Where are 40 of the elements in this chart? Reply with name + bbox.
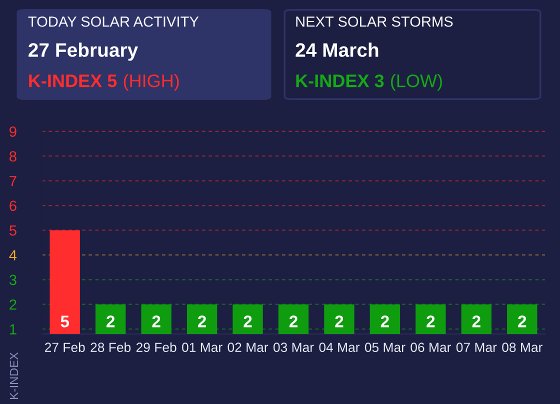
data-label: 2 (380, 316, 389, 328)
data-label: 2 (426, 316, 435, 328)
text: (LOW) (391, 74, 442, 91)
data-label: 2 (106, 316, 115, 328)
data-label: 2 (244, 316, 252, 328)
y-tick-label: 3 (9, 274, 16, 286)
y-tick-label: 4 (9, 250, 17, 260)
x-tick-label: 06 Mar (410, 342, 451, 352)
data-label: 2 (198, 316, 206, 328)
x-tick-label: 27 Feb (44, 342, 85, 352)
y-tick-label: 5 (9, 225, 16, 236)
x-tick-label: 29 Feb (136, 342, 176, 352)
x-tick-label: 04 Mar (319, 342, 360, 352)
y-tick-label: 2 (10, 299, 16, 310)
text: 27 February (28, 42, 138, 61)
y-tick-label: 6 (10, 200, 16, 211)
x-tick-label: 01 Mar (182, 342, 222, 352)
y-axis-title: K-INDEX (10, 352, 18, 400)
data-label: 2 (472, 316, 480, 328)
x-tick-label: 08 Mar (502, 342, 542, 352)
y-tick-label: 1 (10, 324, 16, 334)
x-tick-label: 07 Mar (456, 342, 497, 352)
x-tick-label: 05 Mar (364, 342, 406, 352)
x-tick-label: 02 Mar (228, 342, 268, 352)
y-tick-label: 7 (10, 176, 16, 186)
text: K-INDEX 5 (29, 74, 117, 88)
y-tick-label: 8 (10, 151, 16, 162)
x-tick-label: 28 Feb (90, 342, 131, 352)
y-tick-label: 9 (10, 126, 16, 137)
data-label: 5 (60, 316, 70, 328)
text: NEXT SOLAR STORMS (296, 16, 453, 27)
text: K-INDEX 3 (296, 74, 384, 88)
data-label: 2 (518, 316, 526, 328)
data-label: 2 (152, 316, 160, 328)
data-label: 2 (335, 316, 344, 328)
x-tick-label: 03 Mar (273, 342, 314, 352)
text: 24 March (296, 42, 378, 57)
text: (HIGH) (124, 74, 179, 91)
text: TODAY SOLAR ACTIVITY (28, 16, 199, 27)
data-label: 2 (289, 316, 298, 328)
